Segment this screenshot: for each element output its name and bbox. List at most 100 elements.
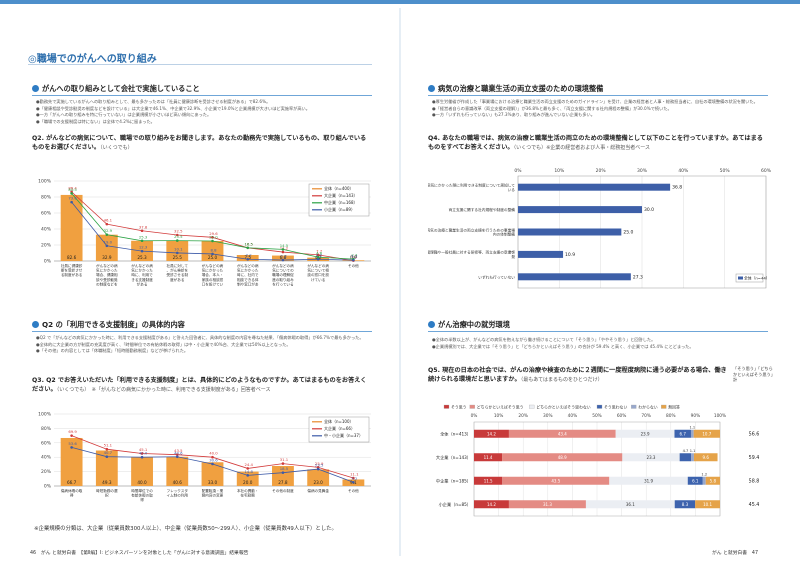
legend-box bbox=[735, 273, 764, 283]
x-tick-label: 90% bbox=[691, 413, 701, 419]
series-point bbox=[70, 200, 73, 204]
bar-value-label: 66.7 bbox=[67, 480, 77, 485]
sec2-bullet: ●Q2 で「がんなどの病気にかかった時に、利用できる支援制度がある」と答えた回答… bbox=[36, 335, 364, 340]
stack-segment bbox=[615, 429, 675, 438]
category-label: がんなどの病気について相談の窓口を設けている bbox=[307, 263, 329, 282]
bar bbox=[518, 206, 642, 214]
bar-value-label: 32.9 bbox=[102, 255, 112, 260]
category-label: フレックスタイム制の利用 bbox=[167, 488, 189, 498]
sec4-bullets: ●全体の半数以上が、がんなどの病気を抱えながら働き続けることについて「そう思う」… bbox=[432, 337, 768, 355]
category-label: 本社の異動・在宅勤務 bbox=[237, 488, 259, 498]
bar-value-label: 30.0 bbox=[644, 207, 654, 213]
category-label: がんなどの病気にかかった時に、社内で相談できる体制や窓口があ bbox=[237, 263, 259, 286]
legend-swatch bbox=[596, 404, 603, 409]
stack-segment bbox=[508, 500, 586, 509]
point-value-label: 24.4 bbox=[244, 462, 253, 467]
stack-segment bbox=[585, 500, 675, 509]
stack-segment bbox=[705, 476, 720, 485]
category-label: 配置転換・業務内容の変更 bbox=[202, 488, 224, 498]
series-point bbox=[281, 258, 285, 262]
stack-segment bbox=[695, 500, 720, 509]
bar-value-label: 40.0 bbox=[137, 480, 147, 485]
series-point bbox=[246, 474, 250, 477]
segment-value-label: 23.3 bbox=[647, 455, 656, 460]
bar bbox=[201, 241, 224, 261]
point-value-label: 53.6 bbox=[68, 441, 77, 446]
series-point bbox=[140, 249, 144, 253]
point-value-label: 10.1 bbox=[174, 246, 183, 251]
y-tick-label: 0% bbox=[44, 484, 52, 490]
sec3-bullets: ●厚生労働省が作成した「事業場における治療と職業生活の両立支援のためのガイドライ… bbox=[432, 99, 768, 127]
series-point bbox=[246, 257, 250, 261]
segment-value-label: 4.7 bbox=[683, 449, 689, 453]
x-tick-label: 100% bbox=[714, 413, 726, 419]
segment-value-label: 31.9 bbox=[644, 478, 653, 483]
series-point bbox=[211, 462, 214, 466]
category-label: がんなどの病気にかかった時に、利用できる支援制度がある bbox=[131, 263, 153, 286]
series-point bbox=[140, 229, 144, 233]
bar bbox=[95, 234, 118, 261]
bar bbox=[201, 462, 224, 486]
q2-chart: 0% 20% 40% 60% 80% 100% 82.6 32.9 25.3 25.5 25.0 7.… bbox=[38, 179, 371, 286]
series-point bbox=[140, 452, 144, 455]
y-tick-label: 40% bbox=[41, 455, 52, 461]
bar bbox=[166, 456, 189, 486]
legend-label: 全体（n=44） bbox=[744, 276, 770, 281]
segment-value-label: 31.3 bbox=[543, 502, 552, 507]
stack-segment bbox=[502, 453, 623, 462]
stack-segment bbox=[622, 453, 680, 462]
segment-value-label: 10.1 bbox=[703, 502, 712, 507]
point-value-label: 40.0 bbox=[209, 451, 218, 456]
point-value-label: 7.7 bbox=[316, 248, 323, 253]
stack-segment bbox=[502, 476, 610, 485]
stack-segment bbox=[474, 429, 509, 438]
point-value-label: 51.1 bbox=[104, 443, 113, 448]
legend-swatch bbox=[661, 404, 667, 409]
bar bbox=[60, 437, 83, 486]
y-tick-label: 0% bbox=[44, 259, 52, 265]
point-value-label: 1.1 bbox=[351, 254, 358, 259]
segment-value-label: 1.1 bbox=[689, 425, 695, 429]
category-label: いずれも行っていない bbox=[478, 274, 515, 279]
sec2-bullet: ●全体的に大企業の方が制度の充実度が高く、「時間単位での有給休暇の取得」は中・小… bbox=[36, 341, 291, 347]
segment-value-label: 5.8 bbox=[710, 478, 717, 483]
series-point bbox=[175, 239, 179, 242]
sec2-title: Q2 の「利用できる支援制度」の具体的内容 bbox=[42, 320, 185, 329]
category-label: 時短勤務の選択 bbox=[96, 488, 118, 498]
series-point bbox=[316, 257, 320, 261]
series-point bbox=[140, 239, 144, 243]
point-value-label: 11.1 bbox=[350, 472, 359, 477]
bar-value-label: 20.0 bbox=[243, 480, 253, 485]
point-value-label: 14.5 bbox=[280, 243, 289, 248]
sec1-bullet: ●一方「がんへの取り組みを特に行っていない」は企業規模が小さいほど高い傾向にあっ… bbox=[36, 112, 212, 118]
legend-swatch bbox=[443, 404, 450, 409]
x-tick-label: 30% bbox=[637, 168, 648, 174]
series-point bbox=[105, 447, 109, 451]
bar bbox=[95, 450, 118, 486]
plot-frame bbox=[473, 421, 721, 517]
series-point bbox=[105, 222, 109, 226]
category-label: 中企業（n=185） bbox=[436, 477, 471, 484]
point-value-label: 25.5 bbox=[174, 234, 183, 239]
legend-box bbox=[308, 416, 370, 443]
bar bbox=[518, 273, 631, 281]
y-tick-label: 60% bbox=[41, 440, 52, 446]
legend-label: どちらかといえばそう思わない bbox=[536, 405, 591, 410]
legend-swatch bbox=[738, 276, 743, 280]
point-value-label: 5.2 bbox=[351, 476, 358, 481]
stack-segment bbox=[691, 453, 694, 462]
segment-value-label: 23.9 bbox=[641, 431, 650, 436]
x-tick-label: 20% bbox=[596, 168, 607, 174]
segment-value-label: 36.1 bbox=[626, 502, 635, 507]
x-tick-label: 10% bbox=[554, 168, 565, 174]
segment-value-label: 1.2 bbox=[701, 472, 707, 476]
bar-value-label: 25.5 bbox=[173, 255, 183, 260]
legend-label: 全体（n=100） bbox=[324, 418, 354, 424]
point-value-label: 2.2 bbox=[246, 253, 253, 258]
point-value-label: 86.4 bbox=[68, 185, 77, 190]
segment-value-label: 43.5 bbox=[551, 478, 560, 483]
bar-value-label: 40.6 bbox=[173, 480, 183, 485]
series-point bbox=[105, 455, 109, 458]
segment-value-label: 11.4 bbox=[484, 455, 493, 460]
bar-value-label: 27.3 bbox=[633, 274, 643, 280]
